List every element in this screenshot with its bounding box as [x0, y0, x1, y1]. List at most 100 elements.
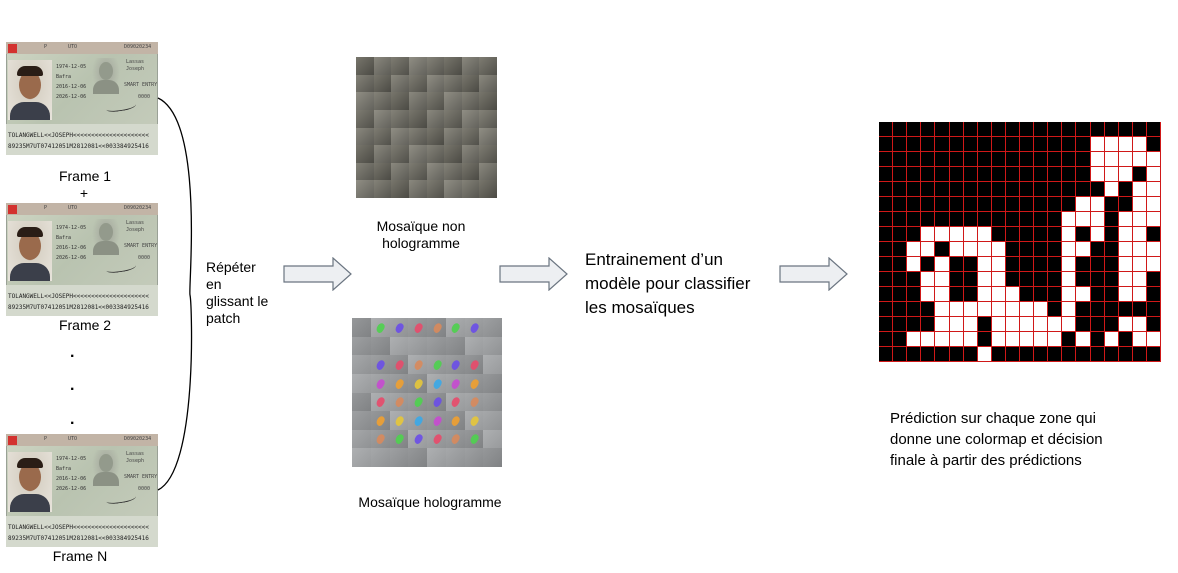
card-field-4: 2026-12-06 [56, 94, 87, 100]
non-hologram-zone-cell [963, 257, 978, 272]
mosaic-tile [391, 92, 409, 110]
card-right-field-2: Joseph [126, 458, 145, 464]
non-hologram-zone-cell [949, 347, 964, 362]
portrait-body [10, 494, 50, 512]
non-hologram-zone-cell [991, 152, 1006, 167]
mosaic-tile [479, 57, 497, 75]
mosaic-tile [461, 74, 480, 93]
non-hologram-zone-cell [893, 317, 908, 332]
hologram-zone-cell [1146, 197, 1161, 212]
non-hologram-zone-cell [1020, 242, 1035, 257]
mosaic-tile [461, 145, 480, 163]
card-right-field-3: SMART ENTRY [124, 82, 158, 88]
card-top-right-text: D09020234 [124, 44, 152, 50]
non-hologram-zone-cell [1146, 137, 1161, 152]
hologram-zone-cell [949, 317, 964, 332]
non-hologram-zone-cell [1146, 272, 1161, 287]
non-hologram-zone-cell [893, 197, 908, 212]
hologram-zone-cell [1076, 212, 1091, 227]
card-ghost-image [92, 58, 120, 94]
hologram-spot [412, 414, 425, 427]
non-hologram-zone-cell [935, 347, 950, 362]
card-mrz-line-1: TOLANGWELL<<JOSEPH<<<<<<<<<<<<<<<<<<<<< [8, 524, 149, 531]
card-field-2: Bafra [56, 466, 72, 472]
non-hologram-zone-cell [963, 212, 978, 227]
non-hologram-zone-cell [921, 302, 936, 317]
card-top-right-text: D09020234 [124, 436, 152, 442]
non-hologram-zone-cell [1005, 167, 1020, 182]
mosaic-tile [483, 318, 502, 337]
portrait-body [10, 102, 50, 120]
non-hologram-zone-cell [1104, 257, 1119, 272]
non-hologram-zone-cell [1104, 242, 1119, 257]
hologram-spot [468, 433, 481, 446]
mosaic-tile [391, 57, 409, 75]
hologram-zone-cell [1090, 152, 1105, 167]
non-hologram-mosaic [356, 57, 497, 198]
non-hologram-zone-cell [879, 122, 894, 137]
hologram-zone-cell [935, 227, 950, 242]
card-top-left-text: P [44, 44, 48, 50]
hologram-spot [375, 414, 387, 427]
ghost-body [93, 80, 119, 94]
mosaic-tile [408, 392, 427, 412]
mosaic-tile [427, 336, 446, 356]
non-hologram-zone-cell [1020, 272, 1035, 287]
non-hologram-zone-cell [1062, 182, 1077, 197]
mosaic-tile [391, 109, 409, 128]
card-signature [105, 99, 137, 114]
hologram-zone-cell [1146, 167, 1161, 182]
hologram-zone-cell [977, 227, 992, 242]
hologram-zone-cell [1062, 227, 1077, 242]
non-hologram-zone-cell [1034, 272, 1049, 287]
mosaic-tile [444, 92, 462, 110]
non-hologram-zone-cell [1104, 302, 1119, 317]
non-hologram-zone-cell [963, 152, 978, 167]
non-hologram-zone-cell [921, 347, 936, 362]
mosaic-tile [352, 336, 371, 356]
non-hologram-zone-cell [949, 287, 964, 302]
mosaic-tile [373, 57, 392, 75]
card-right-field-2: Joseph [126, 227, 145, 233]
hologram-spot [450, 396, 462, 409]
card-field-1: 1974-12-05 [56, 225, 87, 231]
hologram-zone-cell [1146, 257, 1161, 272]
non-hologram-zone-cell [977, 212, 992, 227]
non-hologram-zone-cell [991, 137, 1006, 152]
ellipsis-dot-1: . [70, 344, 75, 361]
hologram-zone-cell [1132, 197, 1147, 212]
hologram-zone-cell [1062, 257, 1077, 272]
non-hologram-zone-cell [949, 212, 964, 227]
card-top-left-text: P [44, 205, 48, 211]
hologram-zone-cell [1076, 197, 1091, 212]
non-hologram-zone-cell [907, 317, 922, 332]
mosaic-tile [444, 74, 462, 93]
card-ghost-image [92, 219, 120, 255]
non-hologram-zone-cell [963, 122, 978, 137]
non-hologram-zone-cell [879, 272, 894, 287]
card-right-field-3: SMART ENTRY [124, 243, 158, 249]
hologram-zone-cell [1118, 227, 1133, 242]
hologram-zone-cell [1132, 227, 1147, 242]
hologram-zone-cell [1132, 287, 1147, 302]
hologram-zone-cell [991, 272, 1006, 287]
non-hologram-zone-cell [1090, 287, 1105, 302]
non-hologram-zone-cell [1062, 152, 1077, 167]
non-hologram-zone-cell [963, 272, 978, 287]
mosaic-tile [461, 57, 480, 75]
mosaic-tile [391, 127, 409, 146]
mosaic-tile [464, 336, 484, 356]
hologram-zone-cell [1104, 167, 1119, 182]
non-hologram-zone-cell [1005, 197, 1020, 212]
mosaic-tile [464, 318, 484, 337]
non-hologram-zone-cell [935, 212, 950, 227]
hologram-zone-cell [1104, 137, 1119, 152]
non-hologram-zone-cell [893, 212, 908, 227]
mosaic-tile [461, 109, 480, 128]
hologram-zone-cell [935, 317, 950, 332]
hologram-zone-cell [1132, 257, 1147, 272]
card-top-bar [6, 42, 158, 54]
mosaic-tile [464, 411, 484, 430]
portrait-hair [17, 227, 43, 237]
non-hologram-mosaic-label: Mosaïque non hologramme [376, 218, 466, 251]
